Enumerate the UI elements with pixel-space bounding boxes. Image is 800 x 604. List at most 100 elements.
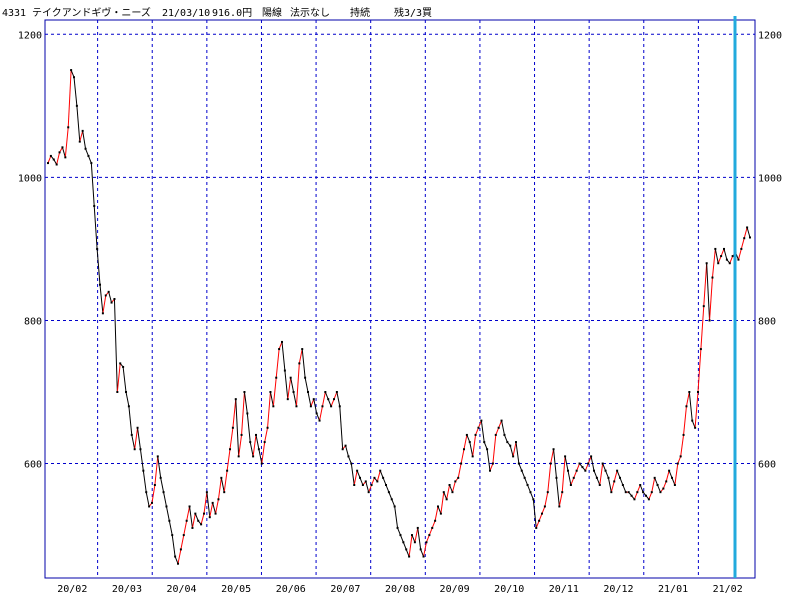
price-point — [454, 480, 457, 483]
price-segment — [128, 406, 133, 435]
price-point — [217, 498, 220, 501]
price-segment — [217, 477, 222, 500]
price-point — [136, 426, 139, 429]
y-tick-label-left: 1000 — [18, 173, 42, 184]
price-point — [460, 462, 463, 465]
price-segment — [87, 155, 92, 164]
price-point — [113, 298, 116, 300]
price-point — [295, 405, 298, 408]
price-point — [240, 433, 243, 436]
price-segment — [475, 427, 479, 436]
header-signal: 法示なし — [290, 6, 330, 19]
price-segment — [350, 463, 355, 486]
price-point — [607, 476, 610, 479]
price-point — [125, 391, 127, 393]
price-segment — [472, 434, 477, 457]
price-segment — [90, 163, 95, 207]
x-tick-label: 21/01 — [658, 584, 688, 595]
price-point — [543, 505, 546, 508]
price-point — [370, 484, 373, 486]
price-point — [194, 512, 197, 515]
y-tick-label-right: 1000 — [758, 173, 782, 184]
price-segment — [301, 349, 306, 378]
price-point — [668, 469, 671, 472]
price-point — [538, 519, 541, 522]
price-point — [272, 405, 275, 408]
price-segment — [674, 463, 679, 486]
price-segment — [451, 481, 456, 493]
price-point — [437, 505, 439, 508]
price-segment — [746, 227, 751, 238]
price-point — [260, 462, 263, 465]
price-point — [636, 491, 639, 494]
price-segment — [160, 477, 165, 493]
price-point — [61, 146, 64, 149]
price-segment — [691, 420, 696, 428]
price-point — [281, 340, 283, 343]
price-point — [682, 433, 685, 436]
price-segment — [209, 502, 214, 518]
price-segment — [113, 298, 118, 393]
price-point — [324, 391, 327, 393]
price-segment — [590, 456, 595, 471]
price-point — [587, 462, 590, 465]
price-point — [252, 455, 255, 458]
price-point — [356, 469, 359, 472]
price-segment — [573, 470, 578, 479]
price-point — [47, 162, 49, 165]
price-segment — [420, 549, 425, 557]
price-segment — [437, 506, 442, 514]
price-point — [494, 433, 497, 436]
price-segment — [616, 470, 621, 479]
price-point — [593, 469, 595, 472]
price-point — [647, 498, 650, 501]
price-point — [457, 476, 460, 479]
price-segment — [137, 427, 141, 450]
header-name: テイクアンドギヴ・ニーズ — [32, 6, 151, 19]
price-point — [387, 491, 390, 494]
x-tick-label: 21/02 — [713, 584, 743, 595]
price-segment — [668, 470, 673, 479]
price-point — [717, 262, 720, 265]
price-segment — [321, 391, 326, 407]
price-point — [168, 519, 171, 522]
price-point — [341, 448, 344, 451]
price-segment — [622, 484, 627, 493]
price-point — [572, 476, 575, 479]
price-point — [81, 129, 84, 132]
price-point — [590, 455, 593, 458]
price-point — [226, 469, 229, 472]
price-point — [480, 419, 483, 422]
price-point — [179, 548, 182, 551]
price-point — [359, 476, 361, 479]
price-segment — [503, 434, 508, 443]
price-segment — [125, 391, 130, 407]
price-point — [656, 484, 659, 486]
price-point — [645, 494, 647, 497]
price-point — [413, 541, 416, 544]
price-segment — [425, 534, 430, 543]
price-segment — [151, 484, 156, 503]
price-point — [558, 505, 561, 508]
price-segment — [313, 399, 318, 414]
price-segment — [356, 470, 361, 479]
price-segment — [711, 248, 716, 278]
price-point — [133, 448, 136, 451]
price-segment — [388, 491, 393, 500]
price-segment — [261, 442, 266, 464]
price-segment — [466, 434, 471, 443]
price-point — [714, 247, 717, 250]
price-point — [214, 512, 217, 515]
price-point — [318, 419, 321, 422]
price-point — [101, 312, 104, 315]
price-point — [257, 448, 260, 451]
price-point — [555, 476, 558, 479]
price-segment — [345, 445, 349, 457]
price-point — [90, 162, 93, 165]
price-segment — [671, 477, 676, 486]
price-point — [174, 555, 177, 558]
price-point — [619, 476, 621, 479]
price-point — [84, 147, 87, 150]
price-segment — [489, 463, 494, 471]
price-point — [526, 484, 529, 486]
